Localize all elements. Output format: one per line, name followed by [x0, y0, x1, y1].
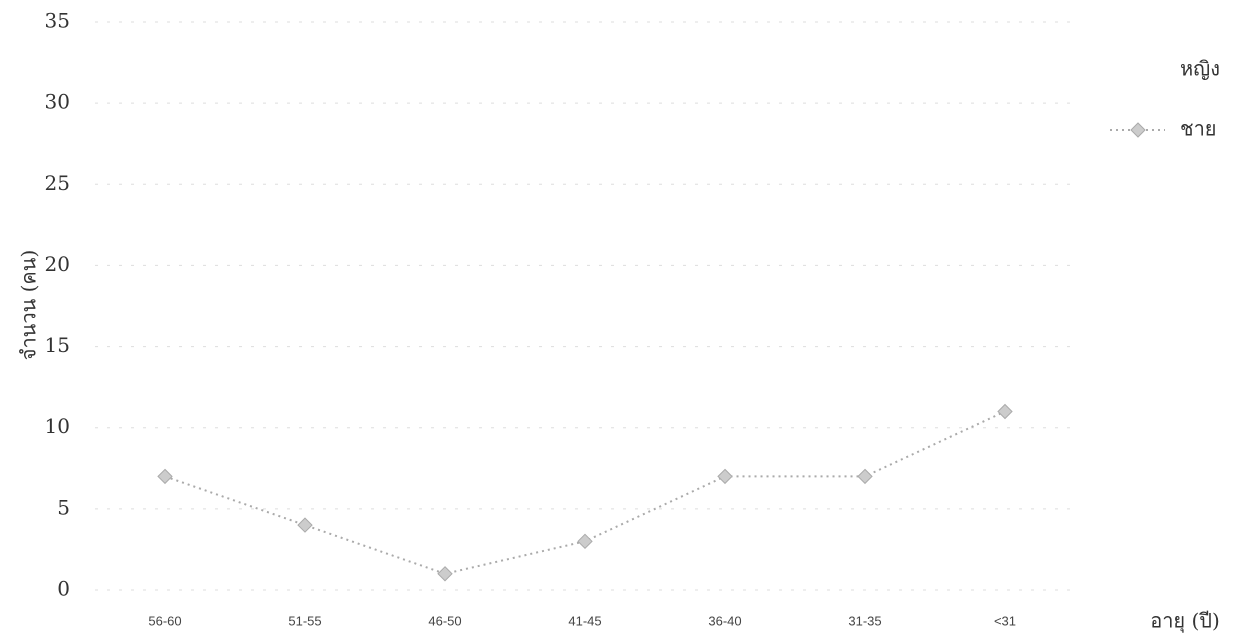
x-tick-label: 36-40 — [708, 613, 741, 628]
x-tick-label: 51-55 — [288, 613, 321, 628]
y-tick-label: 15 — [45, 333, 70, 357]
y-tick-label: 5 — [57, 495, 70, 519]
y-tick-label: 10 — [45, 414, 70, 438]
marker — [577, 533, 593, 550]
y-tick-label: 25 — [45, 171, 70, 195]
x-tick-label: 31-35 — [848, 613, 881, 628]
marker — [857, 468, 873, 485]
x-tick-label: 41-45 — [568, 613, 601, 628]
y-tick-label: 0 — [57, 577, 70, 601]
marker — [717, 468, 733, 485]
marker — [997, 403, 1013, 420]
y-tick-label: 20 — [45, 252, 70, 276]
legend-label: หญิง — [1180, 57, 1220, 81]
y-tick-label: 30 — [45, 90, 70, 114]
y-tick-label: 35 — [45, 9, 70, 33]
x-tick-label: 56-60 — [148, 613, 181, 628]
y-axis-label: จำนวน (คน) — [17, 250, 41, 361]
x-tick-label: 46-50 — [428, 613, 461, 628]
marker — [437, 566, 453, 582]
x-axis-label: อายุ (ปี) — [1150, 609, 1220, 634]
marker — [157, 468, 173, 485]
marker — [297, 517, 313, 533]
series-line — [164, 410, 1006, 575]
x-tick-label: <31 — [994, 613, 1016, 628]
legend-label: ชาย — [1180, 117, 1217, 141]
legend-marker — [1130, 122, 1146, 138]
